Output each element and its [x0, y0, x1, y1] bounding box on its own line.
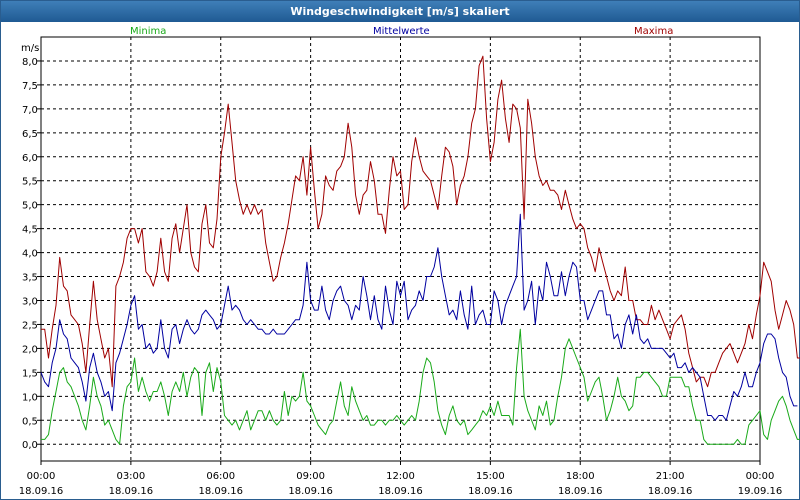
series-line-maxima: [41, 55, 800, 388]
y-tick-label: 0,0: [22, 440, 38, 451]
x-tick-time: 09:00: [296, 471, 325, 482]
x-tick-date: 18.09.16: [109, 486, 154, 497]
y-tick-label: 0,5: [22, 416, 38, 427]
grid-lines: [41, 37, 760, 461]
legend-maxima: Maxima: [634, 26, 673, 37]
y-tick-label: 1,5: [22, 368, 38, 379]
x-tick-date: 18.09.16: [558, 486, 603, 497]
x-tick-time: 06:00: [206, 471, 235, 482]
y-tick-label: 4,5: [22, 225, 38, 236]
y-tick-label: 4,0: [22, 249, 38, 260]
series-line-minima: [41, 328, 800, 445]
x-tick-date: 18.09.16: [378, 486, 423, 497]
x-tick-date: 18.09.16: [288, 486, 333, 497]
y-tick-label: 3,0: [22, 297, 38, 308]
y-tick-label: 1,0: [22, 392, 38, 403]
x-tick-time: 00:00: [746, 471, 775, 482]
legend-mittelwerte: Mittelwerte: [373, 26, 430, 37]
y-tick-label: 7,0: [22, 105, 38, 116]
y-tick-label: 2,0: [22, 344, 38, 355]
y-tick-label: 5,5: [22, 177, 38, 188]
legend-minima: Minima: [130, 26, 166, 37]
x-tick-time: 00:00: [27, 471, 56, 482]
x-tick-time: 15:00: [476, 471, 505, 482]
y-tick-label: 5,0: [22, 201, 38, 212]
y-tick-label: 6,0: [22, 153, 38, 164]
y-tick-label: 2,5: [22, 320, 38, 331]
y-tick-label: 3,5: [22, 273, 38, 284]
y-tick-label: 7,5: [22, 81, 38, 92]
x-tick-date: 18.09.16: [648, 486, 693, 497]
y-axis-label: m/s: [21, 43, 39, 54]
x-tick-time: 03:00: [116, 471, 145, 482]
y-tick-label: 8,0: [22, 57, 38, 68]
series-lines: [40, 55, 800, 445]
x-tick-date: 18.09.16: [19, 486, 64, 497]
y-axis: 0,0 0,5 1,0 1,5 2,0 2,5 3,0 3,5 4,0 4,5 5,0 5,5 6,0 6…: [22, 57, 41, 451]
x-tick-time: 18:00: [566, 471, 595, 482]
x-tick-time: 12:00: [386, 471, 415, 482]
x-axis: 00:00 18.09.16 03:00 18.09.16 06:00 18.09.16 0…: [19, 461, 783, 497]
chart-title: Windgeschwindigkeit [m/s] skaliert: [1, 1, 799, 22]
x-tick-date: 18.09.16: [468, 486, 513, 497]
x-tick-date: 18.09.16: [198, 486, 243, 497]
x-tick-date: 19.09.16: [738, 486, 783, 497]
series-line-mittelwerte: [40, 213, 798, 421]
x-tick-time: 21:00: [656, 471, 685, 482]
y-tick-label: 6,5: [22, 129, 38, 140]
